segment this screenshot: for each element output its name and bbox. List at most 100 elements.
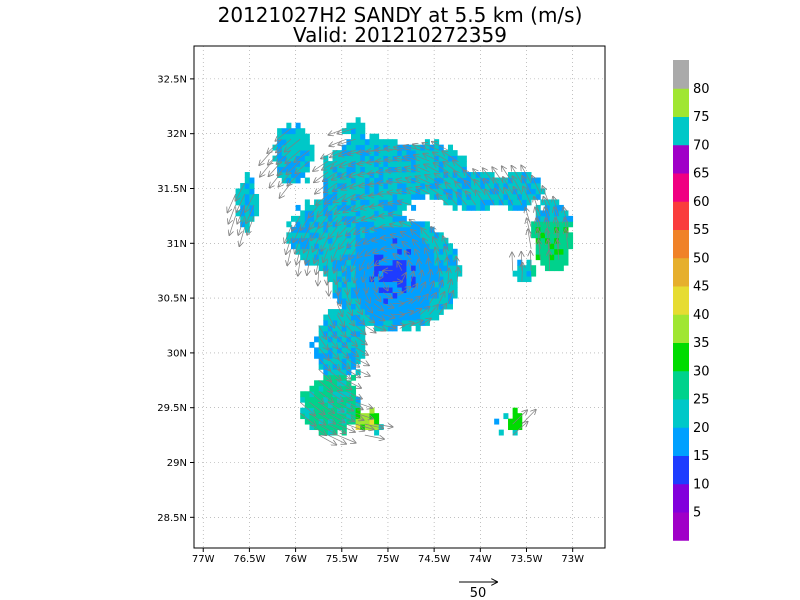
wind-speed-cell bbox=[411, 303, 417, 310]
wind-vector bbox=[521, 252, 522, 271]
wind-vector bbox=[542, 186, 550, 206]
y-tick-label: 30N bbox=[167, 348, 187, 359]
wind-vector bbox=[339, 237, 347, 249]
wind-vector bbox=[410, 297, 420, 304]
wind-speed-cell bbox=[337, 155, 343, 162]
wind-speed-cell bbox=[397, 309, 403, 315]
wind-speed-cell bbox=[452, 281, 458, 288]
wind-vector bbox=[228, 204, 236, 224]
wind-speed-cell bbox=[346, 314, 352, 321]
wind-speed-cell bbox=[341, 407, 347, 414]
wind-speed-cell bbox=[346, 270, 352, 277]
wind-speed-cell bbox=[290, 155, 296, 162]
wind-speed-cell bbox=[318, 237, 324, 244]
wind-speed-cell bbox=[401, 215, 407, 222]
wind-speed-cell bbox=[387, 144, 393, 151]
wind-speed-cell bbox=[314, 226, 320, 233]
wind-speed-cell bbox=[249, 210, 255, 217]
wind-speed-cell bbox=[443, 183, 449, 189]
wind-speed-cell bbox=[457, 166, 463, 173]
wind-speed-cell bbox=[392, 270, 398, 277]
wind-speed-cell bbox=[452, 150, 458, 157]
wind-speed-cell bbox=[383, 320, 389, 326]
wind-speed-cell bbox=[447, 298, 454, 304]
wind-speed-cell bbox=[406, 243, 412, 250]
wind-speed-cell bbox=[318, 204, 324, 211]
wind-vector bbox=[448, 268, 449, 282]
wind-speed-cell bbox=[503, 413, 509, 420]
wind-speed-cell bbox=[420, 161, 426, 167]
wind-speed-cell bbox=[323, 237, 329, 244]
wind-speed-cell bbox=[466, 172, 472, 178]
wind-speed-cell bbox=[341, 358, 347, 365]
wind-vector bbox=[383, 325, 395, 328]
wind-speed-cell bbox=[461, 155, 467, 162]
wind-speed-cell bbox=[304, 396, 310, 403]
wind-speed-cell bbox=[466, 193, 472, 200]
wind-vector bbox=[327, 347, 339, 358]
wind-speed-cell bbox=[360, 243, 366, 250]
wind-speed-cell bbox=[392, 210, 398, 217]
wind-speed-cell bbox=[549, 237, 555, 244]
wind-speed-cell bbox=[429, 276, 435, 283]
wind-vector bbox=[308, 204, 319, 218]
wind-speed-cell bbox=[318, 363, 324, 370]
wind-speed-cell bbox=[351, 358, 357, 365]
wind-speed-cell bbox=[355, 133, 361, 140]
wind-speed-cell bbox=[332, 424, 338, 431]
wind-speed-cell bbox=[535, 254, 541, 261]
wind-speed-cell bbox=[323, 161, 329, 167]
wind-speed-cell bbox=[355, 330, 361, 337]
wind-speed-cell bbox=[374, 139, 380, 146]
wind-speed-cell bbox=[281, 150, 287, 157]
wind-speed-cell bbox=[314, 407, 320, 414]
wind-speed-cell bbox=[517, 172, 523, 178]
wind-speed-cell bbox=[378, 193, 384, 200]
wind-vector bbox=[564, 218, 569, 238]
y-tick-label: 32.5N bbox=[157, 74, 187, 85]
wind-speed-cell bbox=[355, 418, 361, 425]
wind-speed-cell bbox=[249, 188, 255, 195]
wind-vector bbox=[401, 300, 412, 304]
wind-speed-cell bbox=[337, 358, 343, 365]
wind-speed-cell bbox=[351, 363, 357, 370]
wind-speed-cell bbox=[563, 254, 569, 261]
wind-speed-cell bbox=[420, 314, 426, 321]
wind-speed-cell bbox=[355, 276, 361, 283]
wind-speed-cell bbox=[480, 183, 486, 189]
wind-speed-cell bbox=[535, 243, 541, 250]
wind-vector bbox=[337, 226, 347, 237]
wind-speed-cell bbox=[360, 303, 366, 310]
wind-vector bbox=[448, 280, 451, 293]
wind-vector bbox=[522, 263, 523, 282]
wind-speed-cell bbox=[406, 232, 412, 239]
wind-speed-cell bbox=[374, 254, 380, 261]
wind-speed-cell bbox=[429, 188, 435, 195]
wind-vector bbox=[456, 257, 457, 271]
wind-speed-cell bbox=[318, 210, 324, 217]
wind-speed-cell bbox=[401, 287, 407, 294]
wind-vector bbox=[349, 248, 356, 259]
wind-speed-cell bbox=[327, 265, 333, 272]
wind-speed-cell bbox=[327, 215, 333, 222]
x-tick-label: 75W bbox=[377, 554, 400, 565]
wind-vector bbox=[298, 259, 300, 276]
wind-vector bbox=[318, 270, 319, 286]
wind-vector bbox=[336, 369, 350, 378]
wind-vector bbox=[420, 307, 429, 315]
wind-vector bbox=[438, 304, 447, 315]
wind-speed-cell bbox=[355, 210, 361, 217]
wind-speed-cell bbox=[429, 237, 435, 244]
wind-speed-cell bbox=[341, 402, 347, 409]
wind-speed-cell bbox=[438, 298, 444, 304]
wind-speed-cell bbox=[323, 199, 329, 206]
wind-speed-cell bbox=[290, 166, 296, 173]
wind-speed-cell bbox=[281, 172, 287, 178]
wind-speed-cell bbox=[341, 144, 347, 151]
wind-speed-cell bbox=[401, 188, 407, 195]
wind-speed-cell bbox=[351, 232, 357, 239]
axis-ticks: 77W 76.5W 76W 75.5W 75W 74.5W 74W 73.5W 73W 28.5N… bbox=[157, 74, 584, 565]
wind-vector bbox=[259, 149, 273, 165]
wind-vector bbox=[535, 208, 541, 227]
wind-speed-cell bbox=[383, 226, 389, 233]
